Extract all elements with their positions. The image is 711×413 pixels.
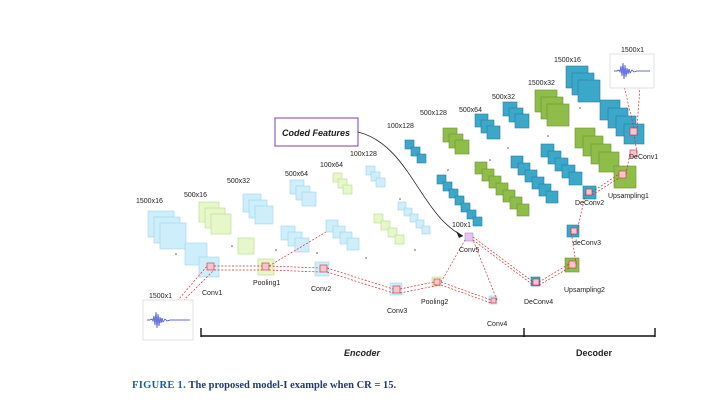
enc-dim-500x16: 500x16	[184, 192, 207, 199]
encoder-layer-pooling1-block	[198, 201, 275, 276]
arrow-head	[456, 231, 463, 238]
dec-dim-500x128: 500x128	[420, 110, 447, 117]
layer-deconv4: DeConv4	[524, 299, 553, 306]
layer-upsampling2: Upsampling2	[564, 287, 605, 294]
output-signal-plot	[609, 53, 655, 89]
decoder-layer-upsampling2-block	[442, 127, 580, 273]
output-waveform	[614, 62, 650, 80]
ellipsis-dots	[175, 107, 581, 259]
enc-dim-100x128: 100x128	[350, 151, 377, 158]
layer-conv1: Conv1	[202, 290, 222, 297]
dec-dim-500x64: 500x64	[459, 107, 482, 114]
layer-upsampling1: Upsampling1	[608, 193, 649, 200]
coded-features-callout: Coded Features	[274, 117, 464, 238]
output-dim-label: 1500x1	[621, 47, 644, 54]
input-dim-label: 1500x1	[149, 293, 172, 300]
encoder-dim-labels: 1500x16 500x16 500x32 500x64 100x64 100x…	[136, 151, 471, 300]
dashed-connections	[167, 85, 641, 317]
layer-deconv2: DeConv2	[575, 200, 604, 207]
enc-dim-100x64: 100x64	[320, 162, 343, 169]
input-signal-plot	[142, 299, 194, 341]
layer-conv3: Conv3	[387, 308, 407, 315]
bottleneck-block	[464, 232, 474, 242]
encoder-blocks	[147, 165, 498, 305]
coded-features-label: Coded Features	[282, 128, 350, 138]
decoder-section-label: Decoder	[576, 348, 613, 358]
layer-deconv1: DeConv1	[629, 154, 658, 161]
layer-pooling2: Pooling2	[421, 299, 448, 306]
section-bracket	[200, 328, 656, 337]
enc-dim-1500x16: 1500x16	[136, 198, 163, 205]
layer-conv4: Conv4	[487, 321, 507, 328]
enc-dim-500x32: 500x32	[227, 178, 250, 185]
coded-features-box	[274, 117, 359, 147]
decoder-layer-deconv1-block	[565, 65, 645, 145]
encoder-section-label: Encoder	[344, 348, 381, 358]
dec-dim-500x32: 500x32	[492, 94, 515, 101]
layer-deconv3: deConv3	[573, 240, 601, 247]
figure-caption: FIGURE 1. The proposed model-I example w…	[132, 380, 396, 391]
decoder-layer-labels: DeConv4 Upsampling2 deConv3 DeConv2 Upsa…	[524, 154, 658, 306]
caption-lead: FIGURE 1.	[132, 380, 187, 391]
dec-dim-1500x32: 1500x32	[528, 80, 555, 87]
bottleneck-dim-label: 100x1	[452, 222, 471, 229]
layer-pooling1: Pooling1	[253, 280, 280, 287]
enc-dim-500x64: 500x64	[285, 171, 308, 178]
encoder-layer-conv4-block	[365, 165, 498, 305]
encoder-layer-labels: Conv1 Pooling1 Conv2 Conv3 Pooling2 Conv…	[202, 247, 507, 328]
decoder-layer-upsampling1-block	[534, 89, 637, 189]
coded-features-arrow	[357, 131, 464, 237]
input-waveform	[147, 311, 190, 329]
caption-text: The proposed model-I example when CR = 1…	[188, 380, 397, 391]
dec-dim-1500x16: 1500x16	[554, 57, 581, 64]
dec-dim-100x128: 100x128	[387, 123, 414, 130]
layer-conv2: Conv2	[311, 286, 331, 293]
layer-conv5: Conv5	[459, 247, 479, 254]
decoder-dim-labels: 100x128 500x128 500x64 500x32 1500x32 15…	[387, 47, 644, 130]
encoder-layer-conv2-block	[242, 193, 330, 277]
encoder-layer-conv1-block	[147, 210, 220, 278]
decoder-blocks	[404, 65, 645, 287]
